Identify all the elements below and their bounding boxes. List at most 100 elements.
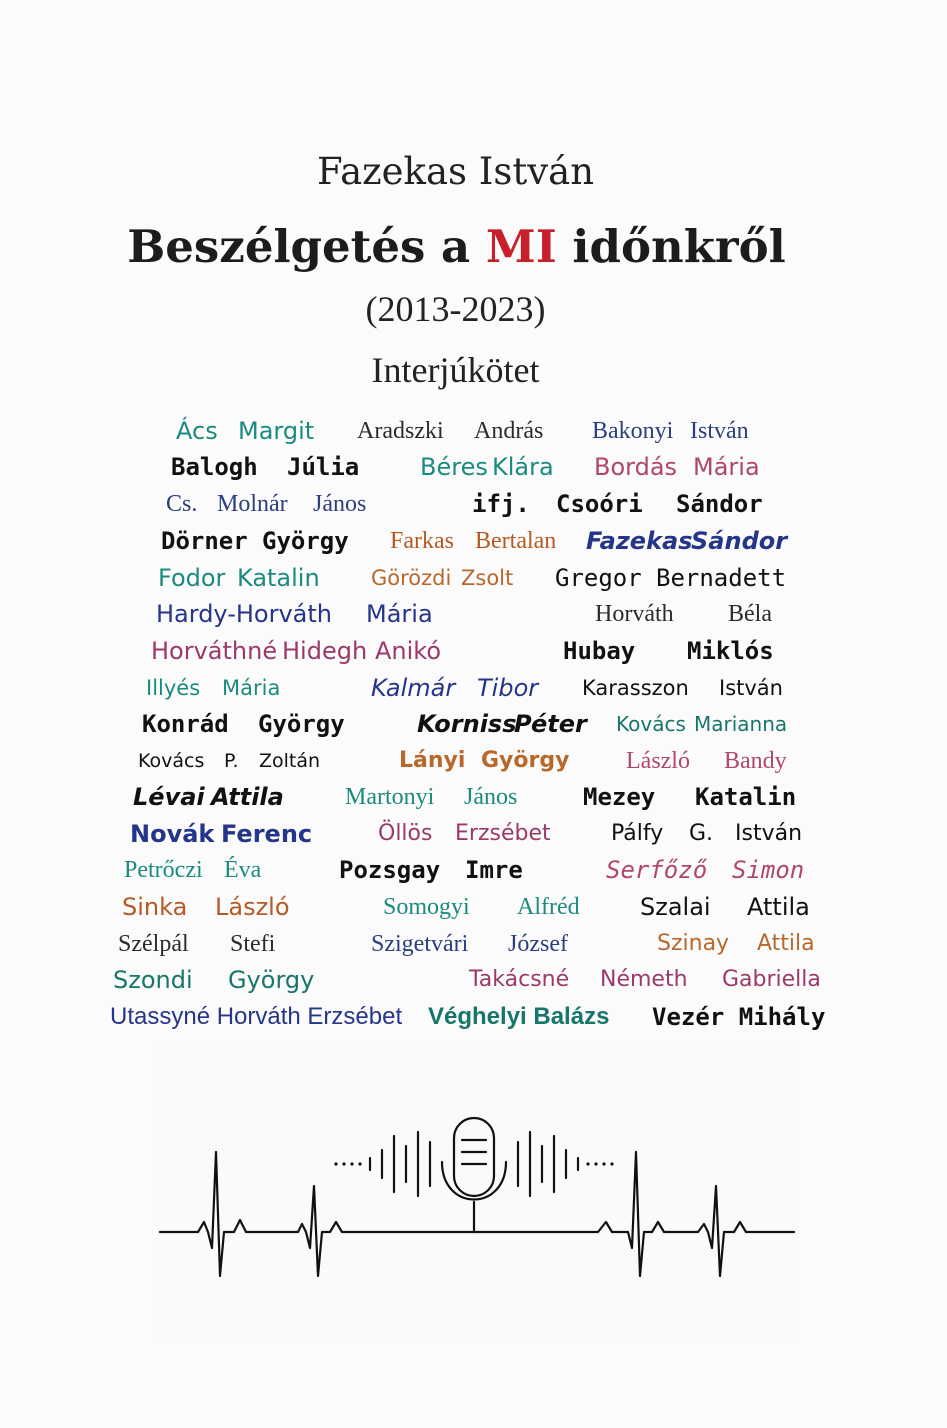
name-word: György: [262, 527, 349, 555]
name-word: Vezér Mihály: [652, 1003, 826, 1031]
name-word: Szalai: [640, 893, 711, 921]
name-word: Németh: [600, 967, 688, 992]
name-word: János: [464, 784, 518, 810]
name-word: György: [258, 710, 345, 738]
name-word: Mária: [366, 600, 433, 628]
name-word: Attila: [211, 783, 284, 811]
name-word: Miklós: [687, 637, 774, 665]
name-word: Takácsné: [469, 967, 570, 992]
year-range: (2013-2023): [365, 289, 546, 329]
name-word: Balogh: [171, 453, 258, 481]
name-word: Horváth: [595, 601, 674, 627]
name-word: Szélpál: [118, 931, 189, 957]
name-word: Cs.: [166, 491, 198, 517]
name-word: Attila: [757, 931, 815, 956]
name-word: Illyés: [146, 676, 201, 700]
name-word: Simon: [732, 856, 805, 884]
name-word: Fodor: [158, 564, 226, 592]
name-word: Zoltán: [259, 750, 321, 772]
name-word: Alfréd: [517, 894, 580, 920]
book-title: Beszélgetés a MI időnkről: [0, 220, 913, 273]
title-part-2: időnkről: [556, 220, 786, 273]
name-word: László: [215, 893, 290, 921]
name-word: János: [313, 491, 367, 517]
name-word: Éva: [224, 857, 262, 883]
name-word: Sándor: [676, 490, 763, 518]
name-word: Klára: [492, 453, 554, 481]
name-word: Korniss: [417, 710, 517, 738]
name-word: Zsolt: [461, 566, 514, 590]
name-word: Hardy-Horváth: [156, 600, 333, 628]
name-word: László: [626, 748, 690, 774]
name-word: Hidegh: [282, 637, 368, 665]
name-word: Júlia: [287, 453, 360, 481]
title-part-1: Beszélgetés a: [127, 220, 486, 273]
name-word: Szinay: [657, 931, 730, 956]
title-highlight: MI: [485, 220, 557, 273]
name-word: Gregor: [555, 564, 642, 592]
name-word: István: [719, 676, 783, 700]
name-word: Sinka: [122, 893, 188, 921]
name-word: Molnár: [217, 491, 288, 517]
name-word: Stefi: [230, 931, 276, 957]
name-word: Lévai: [133, 783, 205, 811]
heartbeat-line-icon: [158, 1150, 796, 1278]
name-word: Véghelyi Balázs: [428, 1003, 610, 1030]
name-word: Bakonyi: [592, 418, 674, 444]
name-word: Béla: [728, 601, 772, 627]
name-word: Katalin: [237, 564, 320, 592]
name-word: Szondi: [113, 966, 193, 994]
name-word: Martonyi: [345, 784, 435, 810]
microphone-icon: [334, 1116, 614, 1232]
name-word: Ács: [176, 417, 218, 445]
name-word: Kalmár: [371, 674, 456, 702]
name-word: György: [228, 966, 315, 994]
name-word: Novák: [130, 820, 215, 848]
name-word: Horváthné: [151, 637, 278, 665]
name-word: Öllös: [378, 821, 433, 846]
name-word: István: [690, 418, 749, 444]
name-word: Anikó: [375, 637, 442, 665]
name-word: Gabriella: [722, 967, 821, 992]
name-word: Pálfy: [611, 821, 664, 846]
name-word: Kovács: [616, 712, 686, 736]
name-word: Marianna: [694, 712, 788, 736]
name-word: István: [735, 821, 803, 846]
name-word: Sándor: [691, 527, 788, 555]
name-word: József: [508, 931, 568, 957]
name-word: Mária: [222, 676, 281, 700]
name-word: Bertalan: [475, 528, 557, 554]
name-word: Utassyné Horváth Erzsébet: [110, 1003, 403, 1030]
name-word: Mezey: [583, 783, 656, 811]
name-word: Dörner: [161, 527, 248, 555]
podcast-illustration: [158, 1040, 798, 1340]
name-word: Tibor: [477, 674, 539, 702]
name-word: Béres: [420, 453, 488, 481]
name-word: Hubay: [563, 637, 636, 665]
name-word: Margit: [238, 417, 315, 445]
name-word: Konrád: [142, 710, 229, 738]
name-word: Csoóri: [556, 490, 643, 518]
name-word: Pozsgay: [339, 856, 441, 884]
name-word: Erzsébet: [455, 821, 551, 846]
name-word: András: [474, 418, 544, 444]
name-word: P.: [224, 750, 239, 772]
name-word: Imre: [465, 856, 523, 884]
name-word: Mária: [693, 453, 760, 481]
author-name: Fazekas István: [316, 150, 595, 193]
name-word: Petrőczi: [124, 857, 203, 883]
name-word: Somogyi: [383, 894, 470, 920]
name-word: Fazekas: [586, 527, 693, 555]
name-word: Bandy: [724, 748, 787, 774]
name-word: Szigetvári: [371, 931, 469, 957]
name-word: Ferenc: [221, 820, 313, 848]
name-word: Aradszki: [357, 418, 444, 444]
name-word: Attila: [747, 893, 810, 921]
name-word: Kovács: [138, 750, 205, 772]
name-word: Bernadett: [656, 564, 787, 592]
name-word: Farkas: [390, 528, 454, 554]
name-word: Bordás: [594, 453, 678, 481]
name-word: György: [481, 748, 570, 773]
name-word: Görözdi: [371, 566, 452, 590]
name-word: Katalin: [695, 783, 797, 811]
